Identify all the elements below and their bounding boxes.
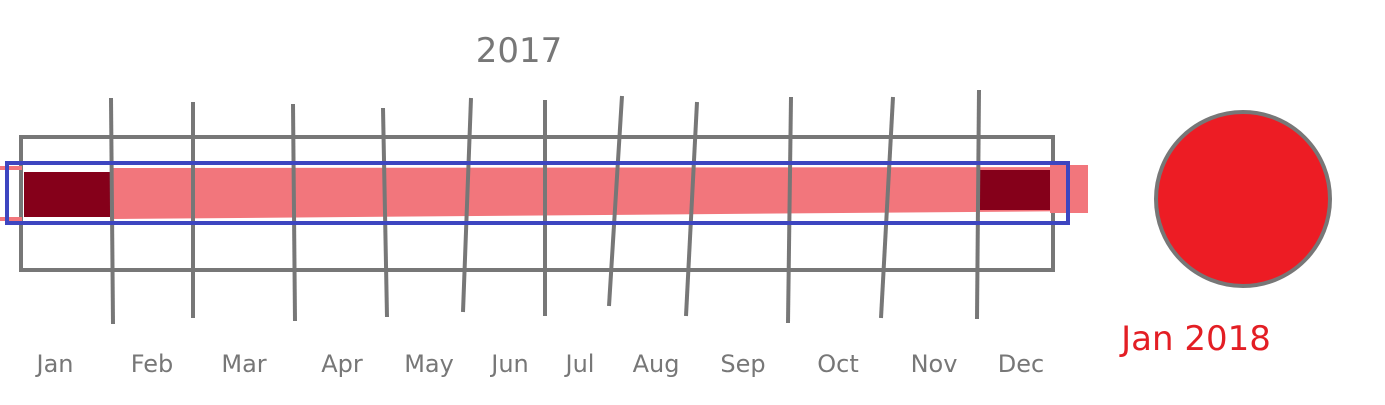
divider-jan-feb	[109, 97, 115, 325]
divider-may-jun	[461, 97, 473, 313]
month-label-feb: Feb	[131, 350, 174, 378]
month-label-jan: Jan	[35, 350, 74, 378]
divider-mar-apr	[291, 103, 297, 322]
month-label-nov: Nov	[911, 350, 958, 378]
divider-oct-nov	[879, 96, 895, 319]
divider-apr-may	[381, 107, 389, 318]
range-end-block-dec[interactable]	[980, 170, 1050, 210]
selection-frame[interactable]	[5, 161, 1070, 225]
range-start-block-jan[interactable]	[24, 172, 110, 217]
month-label-oct: Oct	[817, 350, 859, 378]
month-label-apr: Apr	[321, 350, 363, 378]
month-label-dec: Dec	[998, 350, 1044, 378]
month-label-aug: Aug	[633, 350, 680, 378]
month-label-may: May	[404, 350, 454, 378]
next-year-circle[interactable]	[1154, 110, 1332, 288]
next-year-label: Jan 2018	[1119, 319, 1271, 359]
divider-nov-dec	[975, 89, 981, 320]
year-title: 2017	[476, 31, 563, 71]
divider-sep-oct	[786, 96, 793, 324]
date-range-bar[interactable]	[110, 167, 1088, 219]
month-label-jun: Jun	[489, 350, 529, 378]
month-label-mar: Mar	[221, 350, 266, 378]
divider-jul-aug	[607, 95, 624, 307]
month-label-sep: Sep	[720, 350, 765, 378]
divider-aug-sep	[684, 101, 699, 317]
month-label-jul: Jul	[564, 350, 595, 378]
